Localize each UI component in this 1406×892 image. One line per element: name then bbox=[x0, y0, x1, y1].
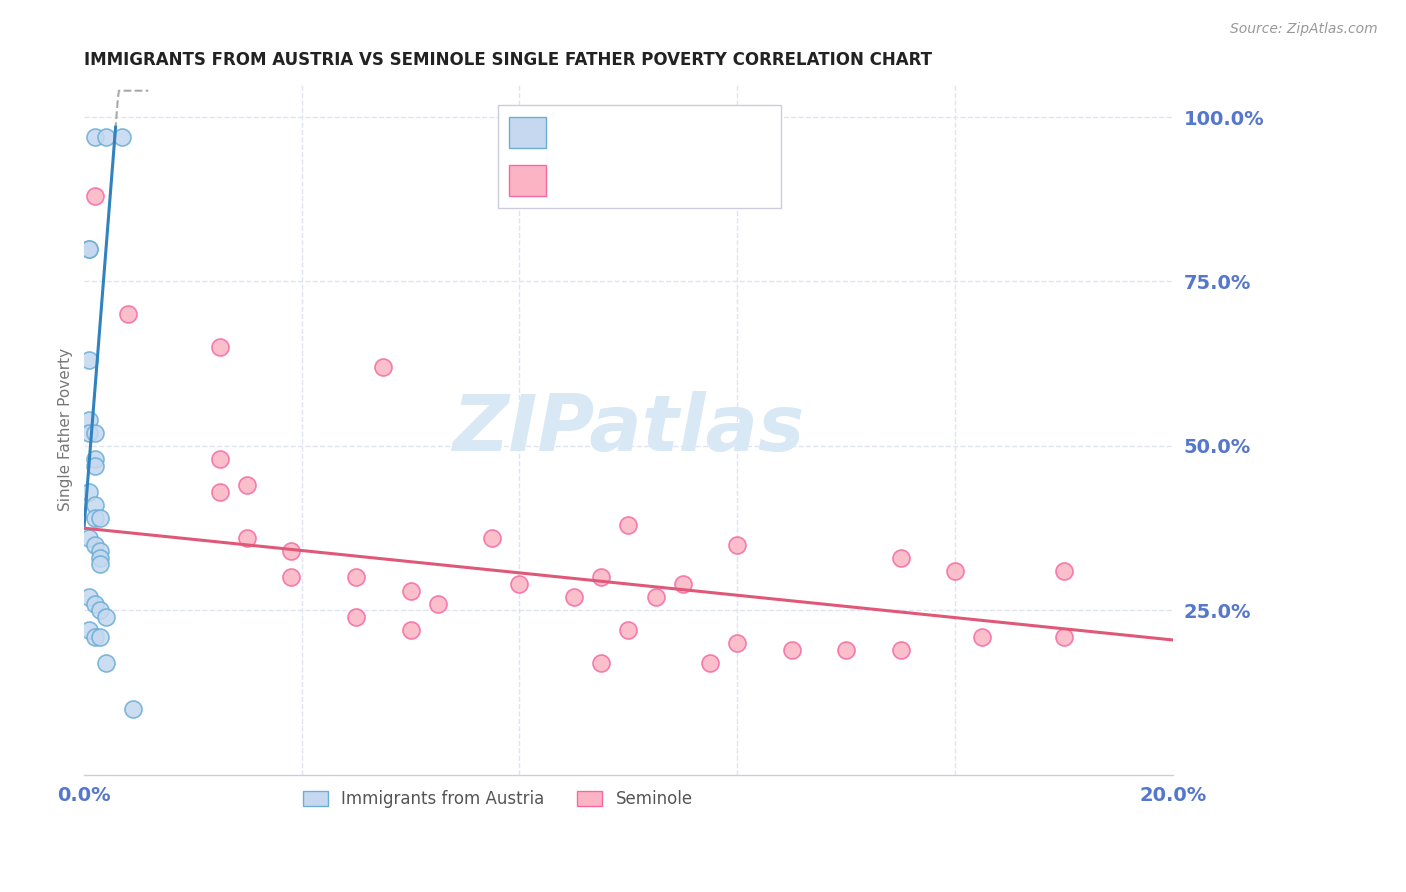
Point bbox=[644, 591, 666, 605]
Point bbox=[672, 577, 695, 591]
Point bbox=[83, 425, 105, 440]
Point bbox=[79, 412, 101, 426]
Point bbox=[481, 531, 503, 545]
Point bbox=[209, 452, 232, 467]
Point bbox=[725, 538, 748, 552]
Point bbox=[83, 452, 105, 467]
Point bbox=[280, 570, 302, 584]
Point bbox=[236, 531, 259, 545]
Point bbox=[344, 610, 367, 624]
Point bbox=[94, 129, 117, 144]
Point bbox=[344, 570, 367, 584]
Point bbox=[373, 359, 395, 374]
Point bbox=[79, 242, 101, 256]
Point bbox=[89, 630, 111, 644]
Point bbox=[94, 610, 117, 624]
Point bbox=[725, 636, 748, 650]
Point bbox=[780, 643, 803, 657]
Point bbox=[562, 591, 585, 605]
Point bbox=[1053, 564, 1076, 578]
Point bbox=[111, 129, 134, 144]
Point bbox=[89, 603, 111, 617]
Point bbox=[79, 623, 101, 637]
Point bbox=[79, 242, 101, 256]
Point bbox=[89, 511, 111, 525]
Point bbox=[399, 583, 422, 598]
Point bbox=[122, 702, 145, 716]
Point bbox=[79, 485, 101, 500]
Point bbox=[209, 340, 232, 354]
Point bbox=[399, 623, 422, 637]
Point bbox=[83, 538, 105, 552]
Point bbox=[617, 623, 640, 637]
Point bbox=[889, 643, 911, 657]
Point bbox=[89, 544, 111, 558]
Y-axis label: Single Father Poverty: Single Father Poverty bbox=[58, 348, 73, 511]
Point bbox=[83, 498, 105, 512]
Point bbox=[83, 129, 105, 144]
Point bbox=[79, 353, 101, 368]
Point bbox=[117, 307, 139, 321]
Point bbox=[89, 558, 111, 572]
Point bbox=[943, 564, 966, 578]
Point bbox=[83, 189, 105, 203]
Text: IMMIGRANTS FROM AUSTRIA VS SEMINOLE SINGLE FATHER POVERTY CORRELATION CHART: IMMIGRANTS FROM AUSTRIA VS SEMINOLE SING… bbox=[84, 51, 932, 69]
Point bbox=[1053, 630, 1076, 644]
Point bbox=[835, 643, 858, 657]
Point bbox=[591, 570, 613, 584]
Point bbox=[83, 511, 105, 525]
Point bbox=[83, 597, 105, 611]
Point bbox=[79, 531, 101, 545]
Point bbox=[83, 630, 105, 644]
Text: Source: ZipAtlas.com: Source: ZipAtlas.com bbox=[1230, 22, 1378, 37]
Point bbox=[280, 544, 302, 558]
Legend: Immigrants from Austria, Seminole: Immigrants from Austria, Seminole bbox=[295, 783, 700, 814]
Point bbox=[79, 425, 101, 440]
Point bbox=[617, 517, 640, 532]
Point bbox=[508, 577, 530, 591]
Text: ZIPatlas: ZIPatlas bbox=[453, 392, 804, 467]
Point bbox=[699, 656, 721, 670]
Point bbox=[591, 656, 613, 670]
Point bbox=[889, 550, 911, 565]
Point bbox=[236, 478, 259, 492]
Point bbox=[79, 591, 101, 605]
Point bbox=[426, 597, 449, 611]
Point bbox=[89, 550, 111, 565]
Point bbox=[83, 458, 105, 473]
Point bbox=[94, 656, 117, 670]
Point bbox=[209, 485, 232, 500]
Point bbox=[972, 630, 994, 644]
